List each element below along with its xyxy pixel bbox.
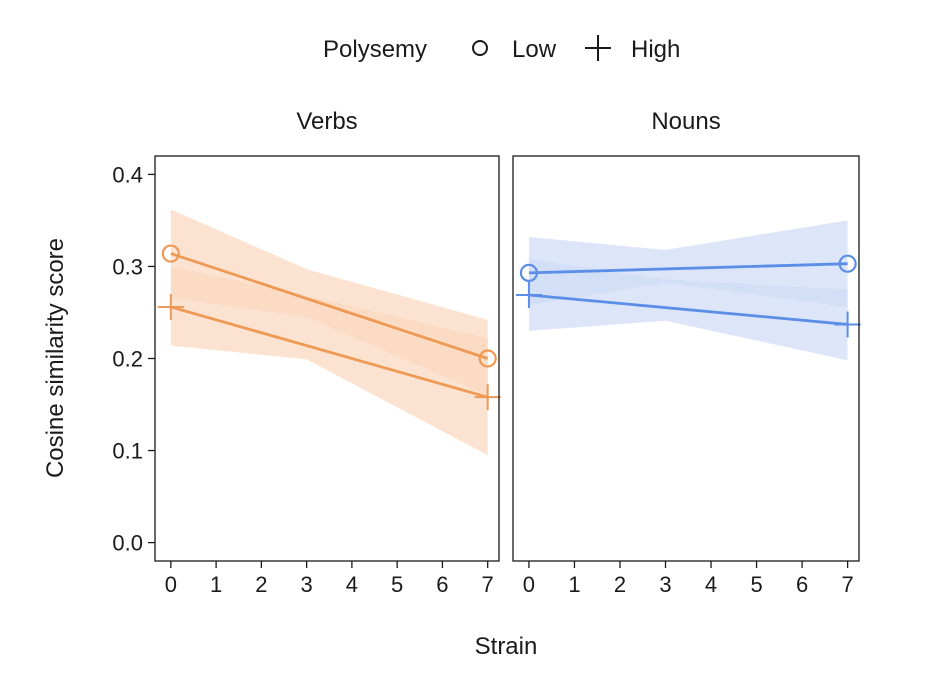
series-line-verbs-low [170,252,489,360]
legend-marker-high [585,35,611,61]
x-tick-label-verbs-4: 4 [346,572,358,597]
legend-label-low: Low [512,36,557,63]
panel-title-verbs: Verbs [296,108,357,135]
y-axis: 0.0 0.1 0.2 0.3 0.4 [112,162,155,556]
x-tick-label-nouns-4: 4 [705,572,717,597]
x-tick-label-nouns-7: 7 [841,572,853,597]
x-tick-label-verbs-2: 2 [255,572,267,597]
x-tick-label-verbs-7: 7 [482,572,494,597]
x-tick-label-verbs-0: 0 [165,572,177,597]
y-tick-label-0.4: 0.4 [112,162,143,187]
legend-marker-low [472,40,488,56]
series-line-verbs-high [170,305,489,399]
x-tick-label-verbs-1: 1 [210,572,222,597]
x-axis-verbs: 0 1 2 3 4 5 6 7 [165,561,494,597]
x-tick-label-nouns-5: 5 [750,572,762,597]
y-tick-label-0.2: 0.2 [112,347,143,372]
y-axis-label: Cosine similarity score [42,238,69,478]
legend-title: Polysemy [323,36,427,63]
ci-band-verbs-high [170,266,488,456]
point-nouns-low [519,263,539,282]
series-line-nouns-high [528,293,848,326]
y-tick-label-0.0: 0.0 [112,531,143,556]
series-line-nouns-low [528,262,848,275]
point-nouns-high [515,281,542,308]
point-verbs-high [157,293,184,320]
panel-nouns [512,155,861,562]
point-verbs-low [478,349,497,368]
y-tick-label-0.1: 0.1 [112,439,143,464]
point-nouns-high [834,311,861,338]
x-axis-label: Strain [475,633,538,660]
x-tick-label-nouns-0: 0 [523,572,535,597]
y-tick-label-0.3: 0.3 [112,254,143,279]
x-tick-label-verbs-5: 5 [391,572,403,597]
legend-label-high: High [631,36,680,63]
panel-verbs [154,155,501,562]
legend: Polysemy Low High [323,35,680,63]
x-tick-label-nouns-2: 2 [614,572,626,597]
point-verbs-low [161,244,180,263]
x-tick-label-nouns-3: 3 [659,572,671,597]
x-tick-label-verbs-6: 6 [436,572,448,597]
panel-title-nouns: Nouns [651,108,720,135]
x-axis-nouns: 0 1 2 3 4 5 6 7 [523,561,854,597]
x-tick-label-verbs-3: 3 [301,572,313,597]
x-tick-label-nouns-6: 6 [796,572,808,597]
panel-frame-nouns [512,155,860,562]
point-nouns-low [838,254,857,273]
point-verbs-high [474,384,501,411]
x-tick-label-nouns-1: 1 [568,572,580,597]
